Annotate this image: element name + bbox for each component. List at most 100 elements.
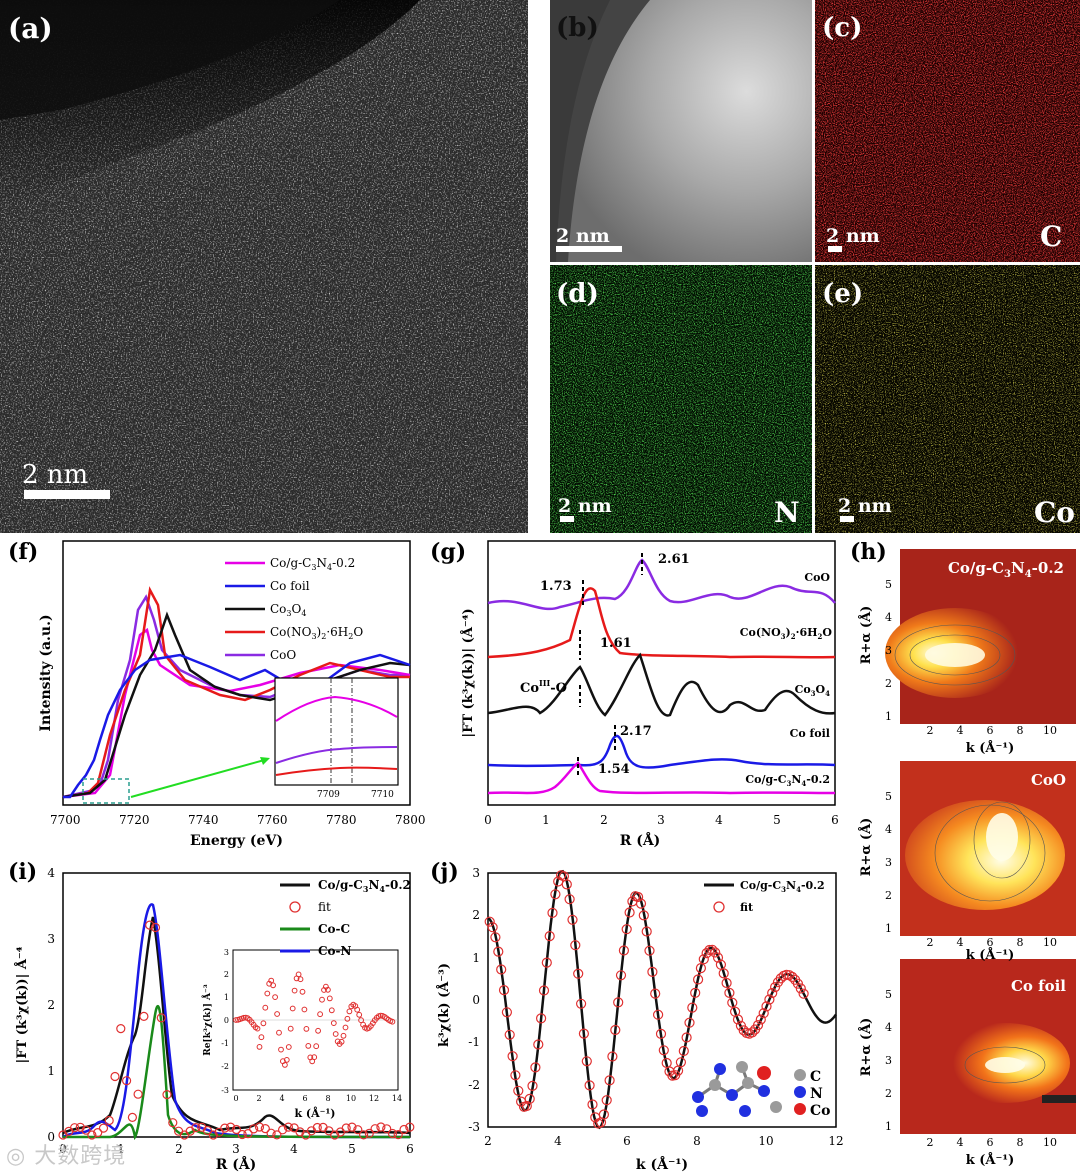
chart-i: (i) Re[k³χ(k)] Å⁻³ k (Å⁻¹) 0 2 4 6 8 10 … [8, 859, 415, 1173]
chart-g-xtick: 4 [715, 813, 723, 827]
chart-j-xtick: 10 [758, 1134, 773, 1148]
chart-j-fit-point [658, 1045, 669, 1056]
chart-i-inset-point [272, 994, 279, 1001]
chart-j-label: (j) [430, 859, 459, 885]
chart-h-ytick: 3 [885, 644, 892, 657]
chart-j-xtick: 4 [554, 1134, 562, 1148]
chart-i-inset-point [330, 1020, 337, 1027]
chart-i-inset-point [297, 976, 304, 983]
chart-j-fit-point [675, 1057, 686, 1068]
chart-h-ytick: 1 [885, 922, 892, 935]
chart-j-fit-point [633, 891, 644, 903]
chart-j-fit-point [547, 907, 558, 919]
chart-h-xtick: 4 [957, 936, 964, 949]
chart-i-fit-point [98, 1123, 109, 1133]
chart-j-fit-point [755, 1014, 766, 1025]
chart-g-annot: 1.61 [600, 636, 632, 651]
chart-j-fit-point [752, 1020, 764, 1031]
chart-h-label: (h) [850, 539, 887, 565]
chart-i-inset: Re[k³χ(k)] Å⁻³ k (Å⁻¹) 0 2 4 6 8 10 12 1… [201, 948, 402, 1120]
chart-i-inset-point [317, 1011, 324, 1018]
chart-f-frame [62, 540, 411, 806]
chart-i-inset-xtick: 14 [392, 1094, 402, 1103]
svg-text:Co/g-C3N4-0.2: Co/g-C3N4-0.2 [745, 773, 830, 788]
chart-i-inset-ytick: 0 [224, 1016, 229, 1025]
chart-i-xtick: 3 [232, 1142, 240, 1156]
chart-i-inset-ytick: 3 [224, 948, 229, 957]
chart-g-label: (g) [430, 539, 466, 565]
chart-i-fit-point [162, 1090, 172, 1100]
chart-f-inset-tick: 7710 [371, 790, 394, 800]
chart-h-ylabel: R+α (Å) [858, 1018, 874, 1077]
chart-i-fit-point [191, 1123, 201, 1133]
chart-i-fit-point [399, 1124, 409, 1135]
chart-i-xtick: 0 [59, 1142, 67, 1156]
chart-i-inset-ylabel: Re[k³χ(k)] Å⁻³ [201, 984, 213, 1055]
chart-j-fit-point [653, 1009, 664, 1020]
panel-e-element: Co [1034, 496, 1075, 529]
chart-i-fit-point [81, 1125, 91, 1135]
chart-h-map-2: CoO [900, 761, 1076, 936]
chart-j-yticks: -3 -2 -1 0 1 2 3 [468, 866, 480, 1134]
chart-h-ytick: 4 [885, 1021, 892, 1034]
chart-h-xtick: 2 [927, 1136, 934, 1149]
panel-a-image [0, 0, 528, 533]
chart-g-xtick: 0 [484, 813, 492, 827]
chart-g-annotations: 1.73 2.61 1.61 CoIII-O 2.17 1.54 [520, 552, 690, 777]
chart-i-fit-markers [58, 920, 415, 1140]
chart-i-inset-point [268, 977, 275, 984]
chart-i-inset-point [358, 1017, 365, 1024]
chart-i-inset-point [338, 1038, 345, 1045]
chart-i-fit-point [405, 1122, 415, 1132]
chart-g-xticks: 0 1 2 3 4 5 6 [484, 813, 839, 827]
chart-j-fit-point [513, 1085, 524, 1096]
chart-h-xlabel: k (Å⁻¹) [966, 947, 1014, 963]
chart-i-fit-point [208, 1130, 218, 1140]
chart-i-fit-point [353, 1125, 363, 1135]
chart-i-ytick: 4 [47, 866, 55, 880]
chart-j-fit-point [775, 973, 786, 984]
svg-text:CoIII-O: CoIII-O [520, 678, 567, 696]
chart-j-fit-point [578, 1028, 589, 1039]
chart-j-fit-point [707, 944, 718, 955]
chart-j-fit-point [561, 879, 572, 890]
chart-j-fit-point [615, 970, 627, 981]
chart-j-xtick: 12 [828, 1134, 843, 1148]
chart-g-xtick: 2 [600, 813, 608, 827]
svg-text:Co/g-C3N4-0.2: Co/g-C3N4-0.2 [270, 556, 355, 572]
chart-i-xtick: 1 [117, 1142, 125, 1156]
chart-i-inset-point [311, 1054, 318, 1061]
chart-j-fit-point [610, 1024, 621, 1036]
chart-j-fit-point [530, 1062, 541, 1073]
chart-i-inset-point [315, 1027, 322, 1034]
chart-j-fit-point [487, 922, 498, 933]
chart-i-fit-point [231, 1124, 241, 1135]
chart-i-inset-point [319, 996, 325, 1003]
chart-i-fit-point [341, 1123, 351, 1133]
chart-i-inset-point [354, 1006, 361, 1013]
panel-c-element: C [1040, 220, 1062, 253]
chart-h-xtick: 10 [1043, 936, 1057, 949]
chart-i-fit-point [330, 1130, 340, 1140]
chart-j-fit-point [693, 974, 704, 985]
chart-i-inset-ytick: -1 [221, 1039, 229, 1048]
chart-f-inset: 7709 7710 [274, 677, 399, 800]
chart-i-fit-point [110, 1071, 120, 1082]
chart-h-ytick: 4 [885, 611, 892, 624]
chart-f-xtick: 7740 [188, 813, 219, 827]
chart-j-ytick: 0 [472, 993, 480, 1007]
chart-j-fit-point [732, 1014, 744, 1025]
chart-g-sample: Co foil [790, 727, 830, 740]
chart-j-atom-label: Co [810, 1103, 830, 1119]
chart-j-fit-point [724, 987, 735, 998]
chart-i-label: (i) [8, 859, 37, 885]
chart-i-inset-point [342, 1024, 349, 1031]
panel-e-scale-text: 2 nm [838, 495, 892, 517]
chart-i-fit-point [370, 1124, 380, 1134]
panel-c-label: (c) [822, 13, 862, 43]
chart-j: (j) Co/g-C3N4-0.2 fit C N Co 2 4 6 8 [430, 859, 844, 1173]
chart-j-fit-point [541, 957, 552, 968]
chart-j-fit-point [687, 1002, 698, 1013]
chart-j-fit-point [767, 987, 778, 999]
chart-i-inset-xtick: 12 [369, 1094, 379, 1103]
